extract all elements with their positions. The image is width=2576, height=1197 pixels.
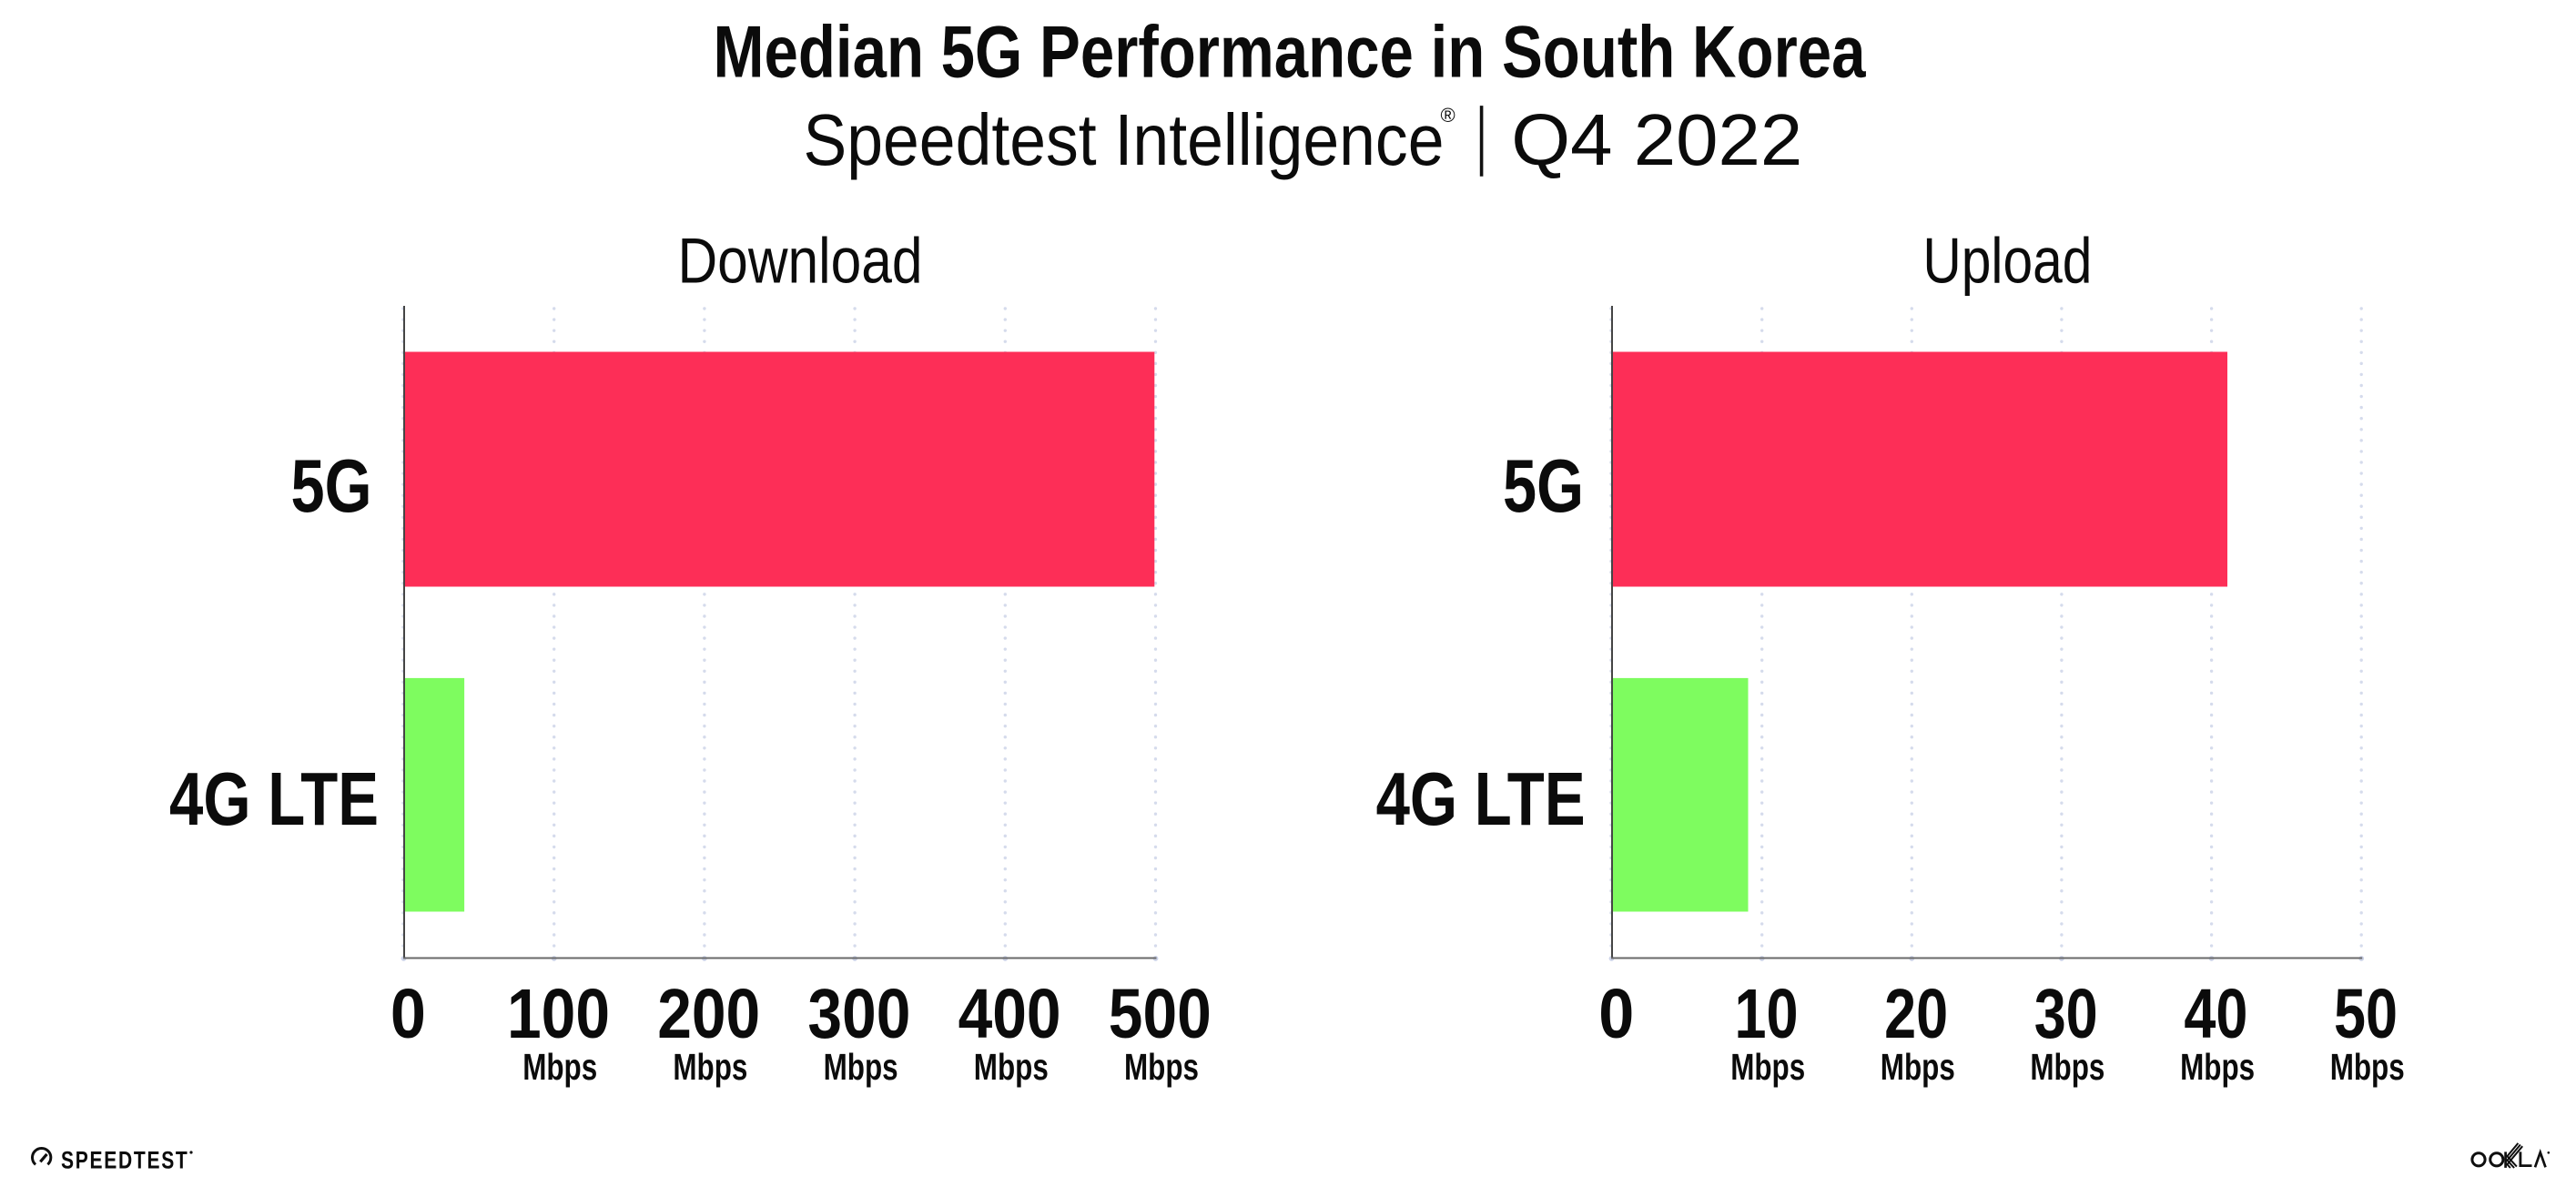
svg-text:Download: Download [678, 224, 923, 296]
svg-text:Upload: Upload [1922, 224, 2092, 296]
svg-text:4G LTE: 4G LTE [169, 756, 379, 841]
svg-text:Mbps: Mbps [974, 1046, 1049, 1088]
svg-text:Mbps: Mbps [1881, 1046, 1955, 1088]
svg-text:SPEEDTEST: SPEEDTEST [61, 1146, 189, 1173]
svg-text:Mbps: Mbps [1124, 1046, 1199, 1088]
svg-text:Mbps: Mbps [2330, 1046, 2405, 1088]
svg-text:Median 5G Performance in South: Median 5G Performance in South Korea [714, 12, 1867, 94]
svg-text:Speedtest Intelligence: Speedtest Intelligence [804, 99, 1445, 180]
svg-text:100: 100 [507, 975, 610, 1053]
svg-text:Mbps: Mbps [673, 1046, 747, 1088]
svg-text:Mbps: Mbps [522, 1046, 597, 1088]
svg-text:200: 200 [657, 975, 760, 1053]
svg-text:5G: 5G [1503, 443, 1584, 528]
svg-text:4G LTE: 4G LTE [1376, 756, 1586, 841]
svg-text:0: 0 [390, 975, 426, 1053]
svg-text:20: 20 [1884, 975, 1948, 1053]
svg-text:®: ® [1440, 104, 1455, 127]
svg-text:Q4 2022: Q4 2022 [1511, 99, 1802, 180]
svg-text:5G: 5G [291, 443, 372, 528]
svg-text:40: 40 [2184, 975, 2247, 1053]
svg-text:Mbps: Mbps [1730, 1046, 1805, 1088]
svg-text:30: 30 [2034, 975, 2098, 1053]
svg-text:Mbps: Mbps [2030, 1046, 2104, 1088]
svg-text:10: 10 [1735, 975, 1799, 1053]
svg-text:0: 0 [1598, 975, 1634, 1053]
svg-text:500: 500 [1109, 975, 1212, 1053]
svg-text:50: 50 [2334, 975, 2398, 1053]
svg-text:300: 300 [807, 975, 910, 1053]
svg-text:Mbps: Mbps [2180, 1046, 2255, 1088]
svg-text:400: 400 [958, 975, 1061, 1053]
svg-text:Mbps: Mbps [824, 1046, 898, 1088]
